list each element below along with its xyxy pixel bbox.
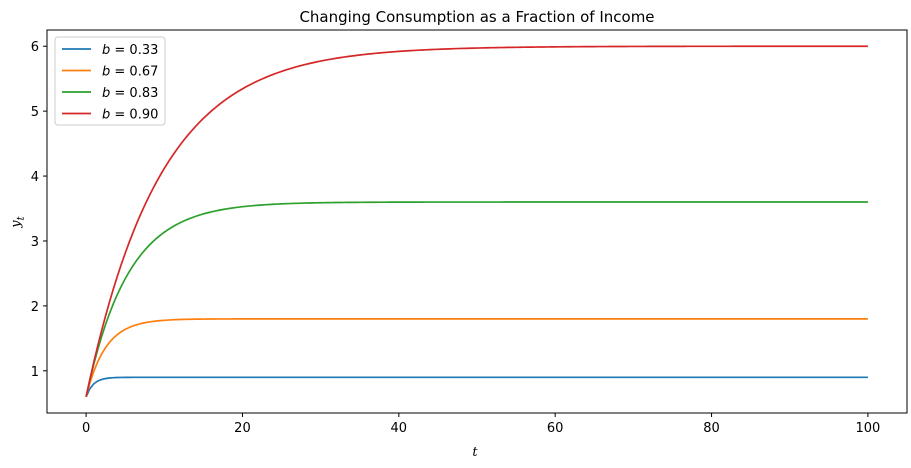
y-tick-label: 3 — [31, 235, 39, 250]
x-axis-label: t — [472, 445, 478, 460]
chart-title: Changing Consumption as a Fraction of In… — [299, 8, 654, 26]
plot-area — [85, 45, 868, 398]
y-axis-label-main: y — [9, 220, 24, 229]
y-tick-label: 4 — [31, 170, 39, 185]
legend-label-3: b = 0.83 — [102, 86, 158, 101]
y-axis-label-subscript: t — [16, 215, 27, 220]
x-tick-label: 80 — [703, 421, 720, 436]
y-tick-label: 6 — [31, 40, 39, 55]
series-line-2 — [85, 318, 868, 397]
y-tick-label: 2 — [31, 300, 39, 315]
legend-label-2: b = 0.67 — [102, 65, 158, 80]
x-tick-label: 0 — [82, 421, 90, 436]
series-line-3 — [85, 201, 868, 397]
x-tick-label: 20 — [234, 421, 251, 436]
y-tick-label: 1 — [31, 365, 39, 380]
legend-label-1: b = 0.33 — [102, 43, 158, 58]
y-axis-label: yt — [9, 215, 27, 228]
x-tick-label: 60 — [547, 421, 564, 436]
series-line-1 — [85, 376, 868, 398]
x-axis: 0 20 40 60 80 100 — [82, 413, 880, 436]
y-axis: 1 2 3 4 5 6 — [31, 40, 47, 380]
y-tick-label: 5 — [31, 105, 39, 120]
x-tick-label: 40 — [391, 421, 408, 436]
series-line-4 — [85, 45, 868, 397]
x-tick-label: 100 — [855, 421, 880, 436]
legend-label-4: b = 0.90 — [102, 108, 158, 123]
legend: b = 0.33 b = 0.67 b = 0.83 b = 0.90 — [54, 36, 166, 126]
axes-frame — [46, 29, 908, 414]
legend-box — [54, 36, 166, 126]
